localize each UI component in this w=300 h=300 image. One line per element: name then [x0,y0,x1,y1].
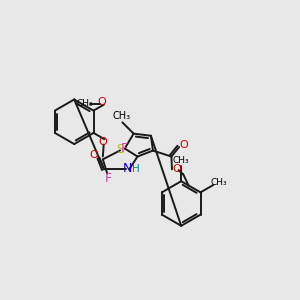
Text: O: O [173,164,182,174]
Text: O: O [179,140,188,150]
Text: H: H [132,164,140,174]
Text: CH₃: CH₃ [77,99,93,108]
Text: O: O [90,150,98,160]
Text: CH₃: CH₃ [113,111,131,121]
Text: F: F [121,142,128,155]
Text: F: F [105,172,112,185]
Text: O: O [98,137,107,147]
Text: CH₃: CH₃ [173,157,190,166]
Text: O: O [98,97,106,107]
Text: N: N [123,162,132,175]
Text: methoxy: methoxy [80,103,87,105]
Text: CH₃: CH₃ [211,178,227,187]
Text: S: S [116,143,124,156]
